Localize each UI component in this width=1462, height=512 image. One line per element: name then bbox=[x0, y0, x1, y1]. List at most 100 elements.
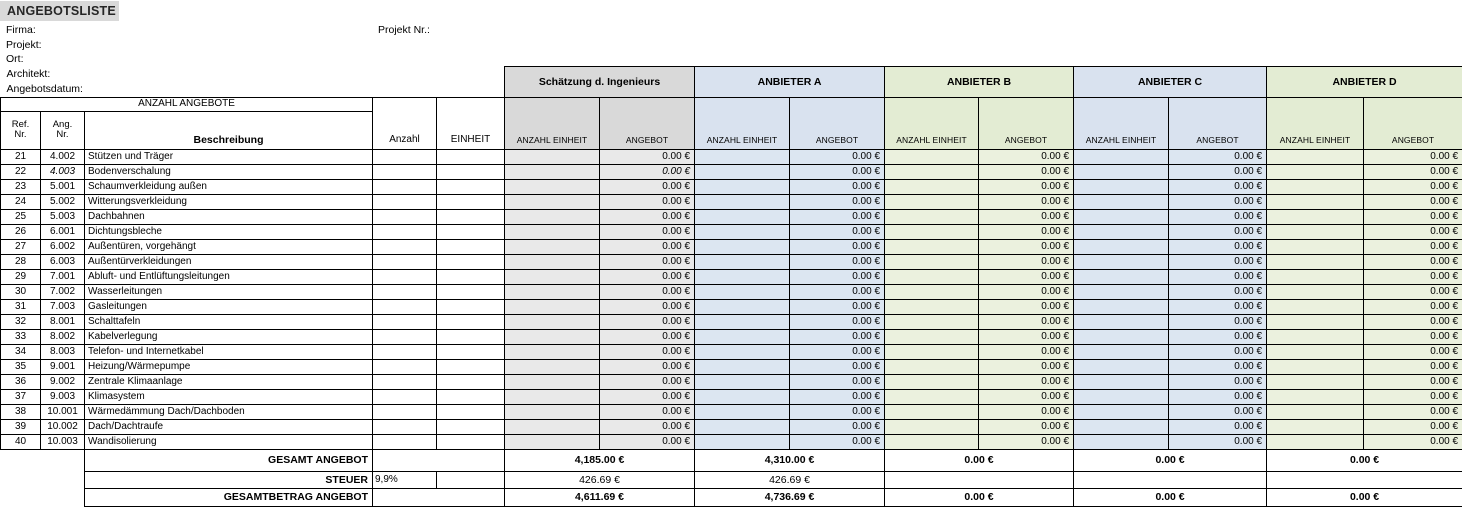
schaetzung-angebot-cell[interactable]: 0.00 € bbox=[598, 433, 696, 450]
schaetzung-anzahl-einheit-cell[interactable] bbox=[504, 178, 600, 195]
steuer-anbieter-d-value[interactable] bbox=[1266, 470, 1462, 489]
anbieter-b-angebot-cell[interactable]: 0.00 € bbox=[978, 403, 1075, 420]
schaetzung-anzahl-einheit-cell[interactable] bbox=[504, 238, 600, 255]
anbieter-d-angebot-cell[interactable]: 0.00 € bbox=[1363, 298, 1462, 315]
anbieter-b-angebot-cell[interactable]: 0.00 € bbox=[978, 163, 1075, 180]
anbieter-d-anzahl-einheit-cell[interactable] bbox=[1266, 268, 1365, 285]
anbieter-a-angebot-cell[interactable]: 0.00 € bbox=[789, 223, 886, 240]
beschreibung-cell[interactable]: Gasleitungen bbox=[84, 298, 373, 315]
anbieter-c-anzahl-einheit-cell[interactable] bbox=[1073, 298, 1170, 315]
anbieter-d-anzahl-einheit-cell[interactable] bbox=[1266, 418, 1365, 435]
ref-nr-cell[interactable]: 40 bbox=[0, 433, 41, 450]
steuer-anbieter-b-value[interactable] bbox=[884, 470, 1075, 489]
anbieter-a-anzahl-einheit-cell[interactable] bbox=[694, 298, 791, 315]
ang-nr-cell[interactable]: 5.003 bbox=[40, 208, 85, 225]
beschreibung-cell[interactable]: Außentürverkleidungen bbox=[84, 253, 373, 270]
anzahl-cell[interactable] bbox=[372, 298, 437, 315]
ang-nr-cell[interactable]: 5.002 bbox=[40, 193, 85, 210]
ref-nr-cell[interactable]: 24 bbox=[0, 193, 41, 210]
ang-nr-cell[interactable]: 10.003 bbox=[40, 433, 85, 450]
anzahl-cell[interactable] bbox=[372, 178, 437, 195]
schaetzung-anzahl-einheit-cell[interactable] bbox=[504, 343, 600, 360]
anbieter-c-anzahl-einheit-cell[interactable] bbox=[1073, 283, 1170, 300]
anzahl-cell[interactable] bbox=[372, 328, 437, 345]
beschreibung-cell[interactable]: Stützen und Träger bbox=[84, 148, 373, 165]
anbieter-d-angebot-cell[interactable]: 0.00 € bbox=[1363, 358, 1462, 375]
beschreibung-cell[interactable]: Heizung/Wärmepumpe bbox=[84, 358, 373, 375]
anbieter-b-anzahl-einheit-cell[interactable] bbox=[884, 178, 980, 195]
ang-nr-cell[interactable]: 6.001 bbox=[40, 223, 85, 240]
anbieter-a-anzahl-einheit-cell[interactable] bbox=[694, 208, 791, 225]
anbieter-b-angebot-cell[interactable]: 0.00 € bbox=[978, 253, 1075, 270]
gesamt-schaetzung-value[interactable]: 4,185.00 € bbox=[503, 448, 696, 472]
anzahl-cell[interactable] bbox=[372, 358, 437, 375]
anbieter-a-anzahl-einheit-cell[interactable] bbox=[694, 388, 791, 405]
anbieter-c-angebot-cell[interactable]: 0.00 € bbox=[1168, 433, 1268, 450]
anzahl-cell[interactable] bbox=[372, 283, 437, 300]
anbieter-b-angebot-cell[interactable]: 0.00 € bbox=[978, 268, 1075, 285]
ang-nr-cell[interactable]: 5.001 bbox=[40, 178, 85, 195]
anbieter-d-anzahl-einheit-cell[interactable] bbox=[1266, 238, 1365, 255]
anbieter-b-angebot-cell[interactable]: 0.00 € bbox=[978, 328, 1075, 345]
beschreibung-cell[interactable]: Witterungsverkleidung bbox=[84, 193, 373, 210]
schaetzung-angebot-cell[interactable]: 0.00 € bbox=[598, 268, 696, 285]
anbieter-b-angebot-cell[interactable]: 0.00 € bbox=[978, 298, 1075, 315]
anbieter-b-anzahl-einheit-cell[interactable] bbox=[884, 433, 980, 450]
anbieter-d-anzahl-einheit-cell[interactable] bbox=[1266, 208, 1365, 225]
anbieter-a-anzahl-einheit-cell[interactable] bbox=[694, 403, 791, 420]
schaetzung-angebot-cell[interactable]: 0.00 € bbox=[598, 373, 696, 390]
ref-nr-cell[interactable]: 23 bbox=[0, 178, 41, 195]
anbieter-b-angebot-cell[interactable]: 0.00 € bbox=[978, 343, 1075, 360]
schaetzung-anzahl-einheit-cell[interactable] bbox=[504, 268, 600, 285]
schaetzung-angebot-cell[interactable]: 0.00 € bbox=[598, 193, 696, 210]
anbieter-a-anzahl-einheit-cell[interactable] bbox=[694, 328, 791, 345]
anbieter-c-anzahl-einheit-cell[interactable] bbox=[1073, 223, 1170, 240]
anbieter-b-anzahl-einheit-cell[interactable] bbox=[884, 418, 980, 435]
anbieter-d-angebot-cell[interactable]: 0.00 € bbox=[1363, 283, 1462, 300]
schaetzung-anzahl-einheit-cell[interactable] bbox=[504, 283, 600, 300]
schaetzung-anzahl-einheit-cell[interactable] bbox=[504, 418, 600, 435]
beschreibung-cell[interactable]: Dichtungsbleche bbox=[84, 223, 373, 240]
anbieter-a-anzahl-einheit-cell[interactable] bbox=[694, 283, 791, 300]
anzahl-cell[interactable] bbox=[372, 313, 437, 330]
ang-nr-cell[interactable]: 8.003 bbox=[40, 343, 85, 360]
schaetzung-anzahl-einheit-cell[interactable] bbox=[504, 163, 600, 180]
anbieter-a-angebot-cell[interactable]: 0.00 € bbox=[789, 298, 886, 315]
anbieter-c-angebot-cell[interactable]: 0.00 € bbox=[1168, 268, 1268, 285]
anbieter-d-anzahl-einheit-cell[interactable] bbox=[1266, 178, 1365, 195]
anbieter-c-anzahl-einheit-cell[interactable] bbox=[1073, 193, 1170, 210]
anbieter-c-angebot-cell[interactable]: 0.00 € bbox=[1168, 193, 1268, 210]
anbieter-a-anzahl-einheit-cell[interactable] bbox=[694, 148, 791, 165]
anbieter-b-anzahl-einheit-cell[interactable] bbox=[884, 223, 980, 240]
gesamtbetrag-anbieter-c-value[interactable]: 0.00 € bbox=[1073, 487, 1268, 507]
anbieter-a-anzahl-einheit-cell[interactable] bbox=[694, 253, 791, 270]
anzahl-cell[interactable] bbox=[372, 208, 437, 225]
einheit-cell[interactable] bbox=[436, 253, 505, 270]
steuer-empty-cell[interactable] bbox=[436, 470, 505, 489]
anbieter-a-angebot-cell[interactable]: 0.00 € bbox=[789, 388, 886, 405]
einheit-cell[interactable] bbox=[436, 388, 505, 405]
schaetzung-anzahl-einheit-cell[interactable] bbox=[504, 358, 600, 375]
einheit-cell[interactable] bbox=[436, 313, 505, 330]
ang-nr-cell[interactable]: 9.002 bbox=[40, 373, 85, 390]
anbieter-d-anzahl-einheit-cell[interactable] bbox=[1266, 163, 1365, 180]
anbieter-d-angebot-cell[interactable]: 0.00 € bbox=[1363, 268, 1462, 285]
anbieter-a-angebot-cell[interactable]: 0.00 € bbox=[789, 178, 886, 195]
schaetzung-anzahl-einheit-cell[interactable] bbox=[504, 403, 600, 420]
anbieter-c-angebot-cell[interactable]: 0.00 € bbox=[1168, 313, 1268, 330]
anbieter-a-anzahl-einheit-cell[interactable] bbox=[694, 178, 791, 195]
anbieter-b-angebot-cell[interactable]: 0.00 € bbox=[978, 193, 1075, 210]
anbieter-c-angebot-cell[interactable]: 0.00 € bbox=[1168, 223, 1268, 240]
gesamtbetrag-schaetzung-value[interactable]: 4,611.69 € bbox=[503, 487, 696, 507]
anbieter-d-anzahl-einheit-cell[interactable] bbox=[1266, 283, 1365, 300]
schaetzung-angebot-cell[interactable]: 0.00 € bbox=[598, 358, 696, 375]
anbieter-c-angebot-cell[interactable]: 0.00 € bbox=[1168, 388, 1268, 405]
schaetzung-anzahl-einheit-cell[interactable] bbox=[504, 433, 600, 450]
beschreibung-cell[interactable]: Zentrale Klimaanlage bbox=[84, 373, 373, 390]
einheit-cell[interactable] bbox=[436, 358, 505, 375]
anzahl-cell[interactable] bbox=[372, 148, 437, 165]
einheit-cell[interactable] bbox=[436, 148, 505, 165]
schaetzung-angebot-cell[interactable]: 0.00 € bbox=[598, 163, 696, 180]
steuer-rate-cell[interactable]: 9,9% bbox=[372, 470, 437, 489]
anbieter-c-angebot-cell[interactable]: 0.00 € bbox=[1168, 298, 1268, 315]
